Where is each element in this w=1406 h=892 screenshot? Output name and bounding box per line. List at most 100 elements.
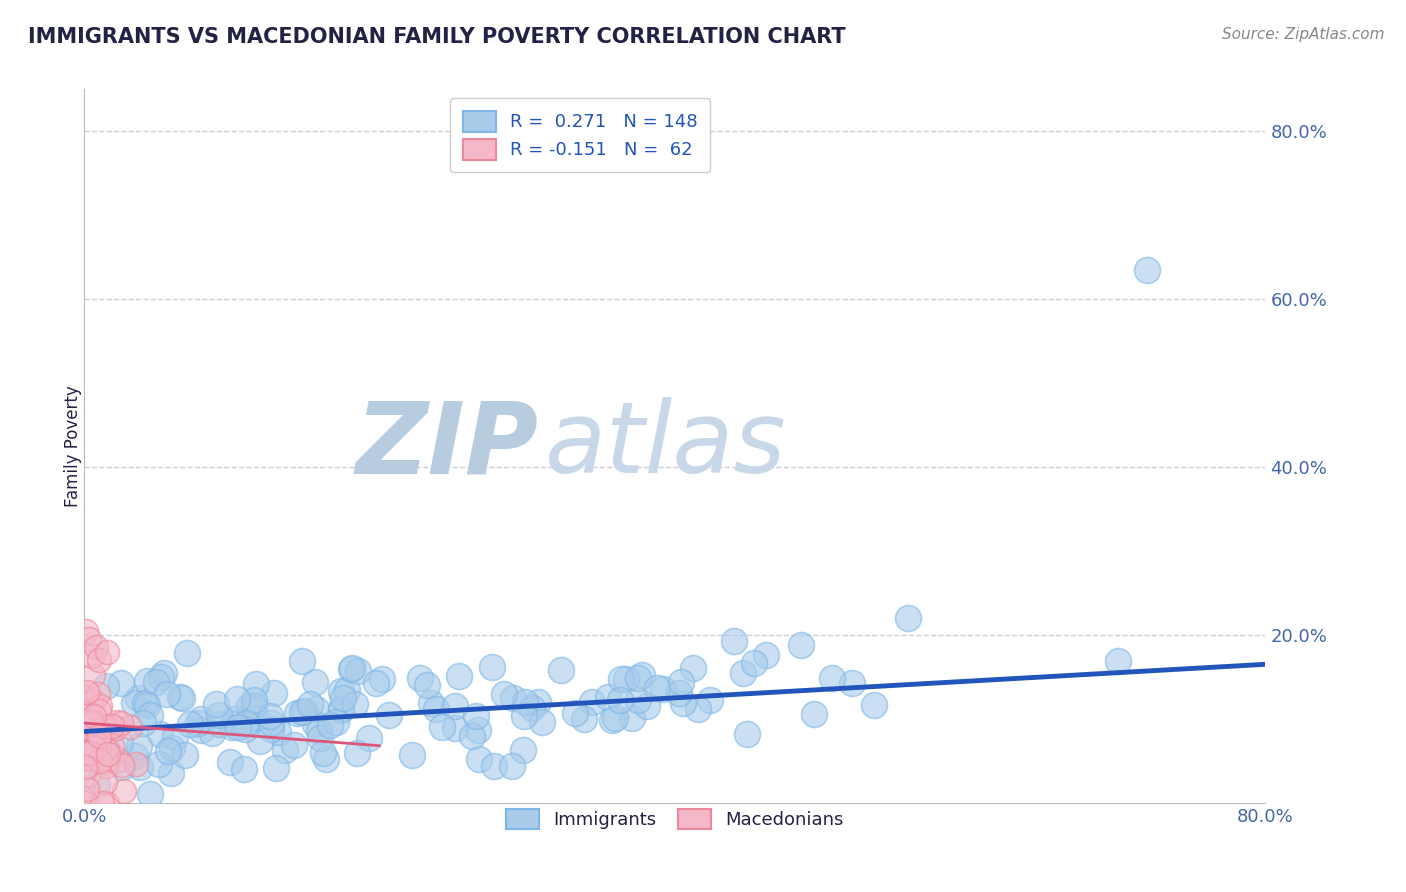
Point (89, 705, 111, 719)
Point (1107, 654, 1129, 668)
Point (468, 752, 491, 766)
Point (564, 706, 586, 720)
Point (174, 748, 197, 763)
Point (124, 756, 146, 771)
Point (80, 694, 103, 708)
Point (347, 664, 370, 678)
Point (235, 715, 257, 730)
Point (77, 632, 100, 646)
Text: ZIP: ZIP (356, 398, 538, 494)
Point (155, 687, 177, 701)
Point (82, 723, 104, 738)
Point (100, 747, 122, 762)
Point (101, 719, 124, 733)
Point (89, 699, 111, 714)
Point (110, 715, 132, 730)
Point (93, 719, 115, 733)
Point (128, 739, 150, 753)
Point (308, 731, 330, 745)
Point (89, 754, 111, 768)
Point (73, 746, 96, 760)
Point (76, 781, 98, 796)
Point (340, 662, 363, 676)
Point (820, 672, 842, 686)
Point (364, 675, 387, 690)
Point (124, 748, 146, 763)
Point (668, 685, 690, 699)
Point (238, 699, 260, 714)
Point (83, 741, 105, 756)
Point (134, 697, 156, 711)
Point (492, 688, 515, 702)
Legend: Immigrants, Macedonians: Immigrants, Macedonians (499, 801, 851, 837)
Point (201, 726, 224, 740)
Point (82, 668, 104, 682)
Point (82, 694, 104, 708)
Point (149, 727, 172, 741)
Point (755, 648, 778, 662)
Point (94, 741, 117, 756)
Point (371, 673, 394, 687)
Point (75, 796, 97, 810)
Point (513, 695, 536, 709)
Point (315, 752, 337, 766)
Point (550, 663, 572, 677)
Point (699, 692, 721, 706)
Point (502, 691, 524, 706)
Point (359, 731, 381, 746)
Point (233, 762, 256, 776)
Point (243, 698, 266, 713)
Point (149, 670, 172, 684)
Point (443, 698, 465, 713)
Point (377, 708, 399, 723)
Point (803, 707, 825, 722)
Point (73, 759, 96, 773)
Point (77, 739, 100, 754)
Point (108, 735, 131, 749)
Point (208, 707, 231, 722)
Point (430, 720, 453, 734)
Text: atlas: atlas (546, 398, 786, 494)
Point (136, 698, 159, 712)
Point (226, 691, 249, 706)
Point (581, 695, 603, 709)
Point (291, 654, 314, 668)
Point (135, 673, 157, 688)
Point (645, 681, 668, 695)
Point (80, 717, 103, 731)
Text: Source: ZipAtlas.com: Source: ZipAtlas.com (1222, 27, 1385, 42)
Point (291, 705, 314, 719)
Point (245, 711, 267, 725)
Point (138, 707, 160, 722)
Point (419, 696, 441, 710)
Point (73, 724, 96, 739)
Point (110, 759, 132, 773)
Point (190, 712, 212, 726)
Point (80, 736, 103, 750)
Point (76, 745, 98, 759)
Point (79, 746, 101, 760)
Point (737, 727, 759, 741)
Point (416, 677, 439, 691)
Point (305, 701, 328, 715)
Point (221, 720, 243, 734)
Point (530, 715, 553, 730)
Point (112, 784, 135, 798)
Point (139, 788, 162, 802)
Point (120, 721, 142, 735)
Point (346, 746, 368, 760)
Point (332, 691, 354, 706)
Point (111, 758, 134, 772)
Point (596, 690, 619, 704)
Point (669, 674, 692, 689)
Point (723, 634, 745, 648)
Point (467, 723, 489, 738)
Point (110, 675, 132, 690)
Point (401, 748, 423, 763)
Point (610, 673, 633, 687)
Point (83, 709, 105, 723)
Point (131, 715, 153, 730)
Point (87, 687, 110, 701)
Point (652, 681, 675, 696)
Point (444, 722, 467, 736)
